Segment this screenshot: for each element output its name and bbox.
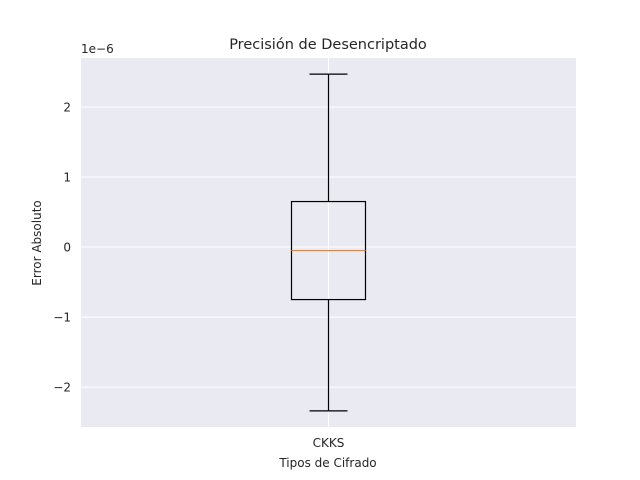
x-axis-label: Tipos de Cifrado [278,456,376,470]
box-plots [290,73,367,412]
y-ticks: −2 −1 0 1 2 [53,101,71,395]
y-tick-label: 1 [63,171,71,185]
x-tick-label: CKKS [313,436,345,450]
y-offset-label: 1e−6 [81,42,114,56]
y-tick-label: −2 [53,381,71,395]
x-ticks: CKKS [313,436,345,450]
y-axis-label: Error Absoluto [30,200,44,285]
y-tick-label: 2 [63,101,71,115]
y-tick-label: −1 [53,311,71,325]
y-tick-label: 0 [63,241,71,255]
chart-title: Precisión de Desencriptado [229,37,427,53]
